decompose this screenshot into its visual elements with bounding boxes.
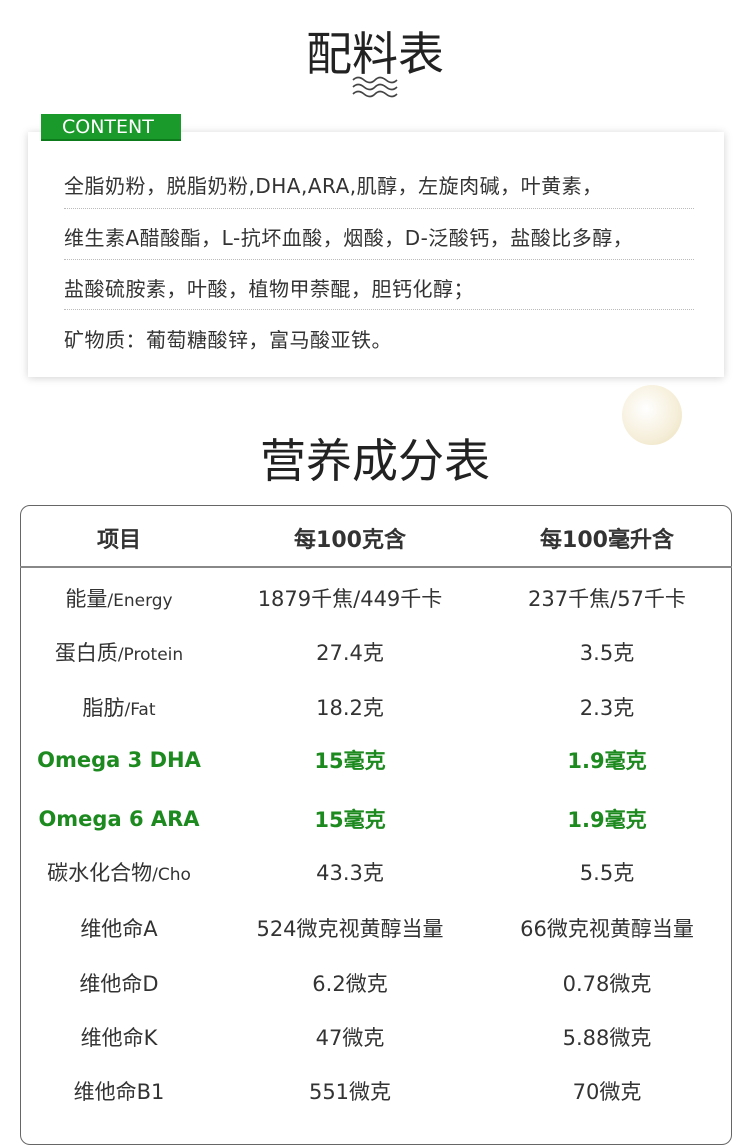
table-row: 维他命B1 551微克 70微克 — [20, 1071, 732, 1111]
table-header: 项目 每100克含 每100毫升含 — [20, 518, 732, 558]
table-row: 维他命A 524微克视黄醇当量 66微克视黄醇当量 — [20, 908, 732, 948]
nutrient-cn: 蛋白质 — [54, 641, 118, 665]
per100g-value: 27.4克 — [316, 641, 384, 665]
divider — [64, 259, 694, 260]
decorative-droplet-icon — [622, 385, 682, 445]
per100ml-value: 3.5克 — [579, 641, 635, 665]
table-row: Omega 6 ARA 15毫克 1.9毫克 — [20, 799, 732, 839]
per100ml-value: 2.3克 — [579, 696, 635, 720]
per100ml-value: 0.78微克 — [562, 972, 652, 996]
nutrient-cn: 维他命B1 — [73, 1080, 165, 1104]
nutrient-name: 碳水化合物/Cho — [20, 857, 218, 887]
nutrient-name: 维他命A — [20, 913, 218, 943]
nutrient-name: 维他命B1 — [20, 1076, 218, 1106]
nutrient-en: /Fat — [124, 700, 156, 720]
divider — [64, 208, 694, 209]
ingredient-line: 盐酸硫胺素，叶酸，植物甲萘醌，胆钙化醇； — [64, 277, 474, 301]
nutrient-cn: 脂肪 — [82, 696, 125, 720]
per100g-value: 1879千焦/449千卡 — [257, 587, 443, 611]
per100ml-value: 1.9毫克 — [567, 749, 647, 773]
nutrient-en: /Energy — [107, 591, 173, 611]
per100ml-value: 70微克 — [572, 1080, 642, 1104]
header-per100g: 每100克含 — [294, 528, 406, 553]
nutrient-en: /Cho — [152, 865, 191, 885]
nutrient-cn: 维他命K — [80, 1026, 158, 1050]
nutrient-name: 能量/Energy — [20, 583, 218, 613]
per100ml-value: 66微克视黄醇当量 — [520, 917, 694, 941]
nutrient-cn: 能量 — [65, 587, 108, 611]
nutrient-en: /Protein — [117, 645, 184, 665]
wave-divider-icon — [352, 76, 398, 98]
header-divider — [20, 566, 732, 568]
per100g-value: 43.3克 — [316, 861, 384, 885]
per100g-value: 18.2克 — [316, 696, 384, 720]
nutrition-title: 营养成分表 — [260, 434, 490, 488]
header-item: 项目 — [96, 528, 141, 553]
table-row: 碳水化合物/Cho 43.3克 5.5克 — [20, 852, 732, 892]
ingredient-line: 矿物质：葡萄糖酸锌，富马酸亚铁。 — [64, 328, 392, 352]
ingredients-title: 配料表 — [306, 27, 444, 81]
per100ml-value: 5.88微克 — [562, 1026, 652, 1050]
per100ml-value: 237千焦/57千卡 — [528, 587, 686, 611]
per100g-value: 524微克视黄醇当量 — [256, 917, 444, 941]
nutrient-name: 蛋白质/Protein — [20, 637, 218, 667]
divider — [64, 309, 694, 310]
ingredients-card — [28, 132, 724, 377]
per100g-value: 47微克 — [315, 1026, 385, 1050]
nutrient-name: Omega 6 ARA — [20, 807, 218, 831]
per100g-value: 551微克 — [308, 1080, 392, 1104]
per100g-value: 6.2微克 — [312, 972, 388, 996]
nutrient-cn: 维他命D — [79, 972, 159, 996]
nutrient-name: 维他命D — [20, 968, 218, 998]
content-tag: CONTENT — [41, 114, 181, 141]
nutrient-cn: 碳水化合物 — [47, 861, 153, 885]
per100ml-value: 1.9毫克 — [567, 808, 647, 832]
table-row: 维他命K 47微克 5.88微克 — [20, 1017, 732, 1057]
per100ml-value: 5.5克 — [579, 861, 635, 885]
nutrient-name: 维他命K — [20, 1022, 218, 1052]
nutrient-name: 脂肪/Fat — [20, 692, 218, 722]
nutrient-cn: 维他命A — [80, 917, 158, 941]
nutrient-cn: Omega 3 DHA — [37, 748, 201, 772]
table-row: 能量/Energy 1879千焦/449千卡 237千焦/57千卡 — [20, 578, 732, 618]
table-row: 蛋白质/Protein 27.4克 3.5克 — [20, 632, 732, 672]
nutrient-name: Omega 3 DHA — [20, 748, 218, 772]
ingredient-line: 维生素A醋酸酯，L-抗坏血酸，烟酸，D-泛酸钙，盐酸比多醇， — [64, 226, 634, 250]
table-row: Omega 3 DHA 15毫克 1.9毫克 — [20, 740, 732, 780]
table-row: 维他命D 6.2微克 0.78微克 — [20, 963, 732, 1003]
nutrient-cn: Omega 6 ARA — [38, 807, 200, 831]
per100g-value: 15毫克 — [314, 749, 386, 773]
table-row: 脂肪/Fat 18.2克 2.3克 — [20, 687, 732, 727]
header-per100ml: 每100毫升含 — [540, 528, 674, 553]
per100g-value: 15毫克 — [314, 808, 386, 832]
ingredient-line: 全脂奶粉，脱脂奶粉,DHA,ARA,肌醇，左旋肉碱，叶黄素， — [64, 174, 603, 198]
